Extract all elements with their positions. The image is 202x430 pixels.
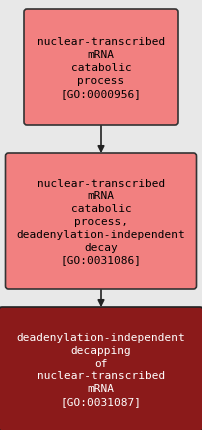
FancyBboxPatch shape	[24, 10, 177, 126]
FancyBboxPatch shape	[5, 154, 196, 289]
FancyBboxPatch shape	[0, 307, 202, 430]
Text: deadenylation-independent
decapping
of
nuclear-transcribed
mRNA
[GO:0031087]: deadenylation-independent decapping of n…	[17, 332, 184, 406]
Text: nuclear-transcribed
mRNA
catabolic
process
[GO:0000956]: nuclear-transcribed mRNA catabolic proce…	[37, 37, 164, 98]
Text: nuclear-transcribed
mRNA
catabolic
process,
deadenylation-independent
decay
[GO:: nuclear-transcribed mRNA catabolic proce…	[17, 178, 184, 265]
